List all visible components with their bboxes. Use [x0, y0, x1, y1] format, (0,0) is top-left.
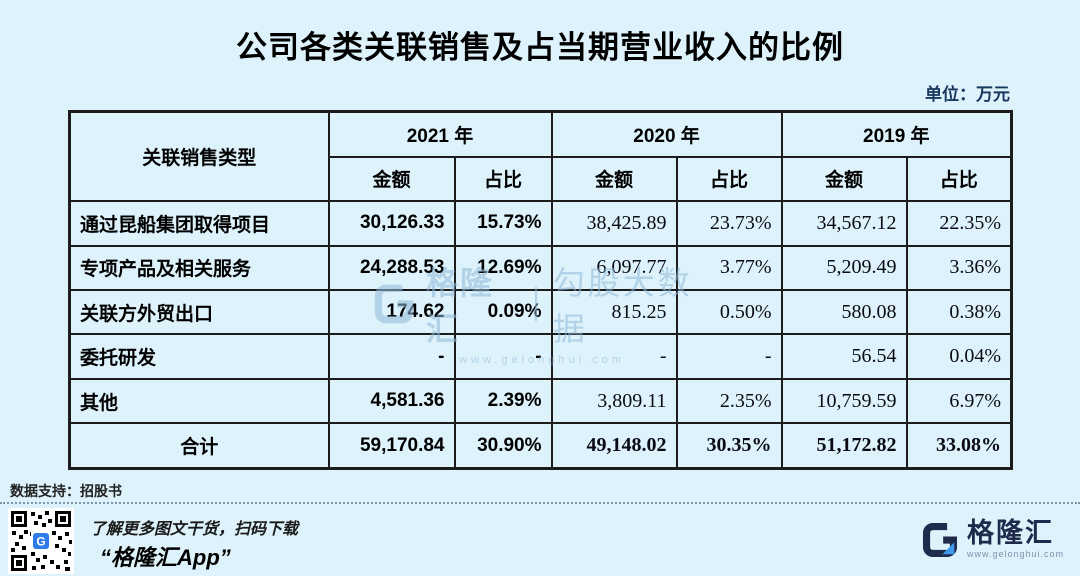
footer-app-name: “格隆汇App” [100, 545, 231, 570]
cell-2021-amount: - [327, 333, 456, 380]
gelonghui-logo-icon [922, 522, 957, 557]
cell-2019-amount: 10,759.59 [780, 377, 908, 425]
subheader-2019-ratio: 占比 [905, 155, 1013, 203]
total-label: 合计 [68, 422, 330, 470]
cell-2020-amount: 815.25 [550, 288, 678, 336]
row-label: 通过昆船集团取得项目 [68, 200, 330, 247]
year-header-2019: 2019 年 [780, 110, 1013, 158]
cell-2021-ratio: 2.39% [453, 377, 553, 425]
cell-2019-ratio: 0.04% [905, 333, 1013, 380]
subheader-2020-ratio: 占比 [675, 155, 783, 203]
table-row: 通过昆船集团取得项目 30,126.33 15.73% 38,425.89 23… [68, 200, 1013, 247]
cell-2020-ratio: 30.35% [675, 422, 783, 470]
row-label: 其他 [68, 377, 330, 425]
unit-label: 单位：万元 [925, 85, 1010, 104]
table-row: 委托研发 - - - - 56.54 0.04% [68, 333, 1013, 380]
cell-2020-ratio: 2.35% [675, 377, 783, 425]
row-label: 委托研发 [68, 333, 330, 380]
table-row: 关联方外贸出口 174.62 0.09% 815.25 0.50% 580.08… [68, 288, 1013, 336]
year-header-2021: 2021 年 [327, 110, 553, 158]
cell-2020-ratio: - [675, 333, 783, 380]
year-header-2020: 2020 年 [550, 110, 783, 158]
cell-2020-amount: 38,425.89 [550, 200, 678, 247]
page-title: 公司各类关联销售及占当期营业收入的比例 [236, 30, 844, 65]
footer-caption-download: 了解更多图文干货，扫码下载 [90, 521, 299, 538]
cell-2019-ratio: 3.36% [905, 244, 1013, 291]
cell-2020-amount: 49,148.02 [550, 422, 678, 470]
cell-2021-amount: 30,126.33 [327, 200, 456, 247]
svg-text:G: G [36, 535, 45, 549]
cell-2021-ratio: 12.69% [453, 244, 553, 291]
table-row: 其他 4,581.36 2.39% 3,809.11 2.35% 10,759.… [68, 377, 1013, 425]
cell-2020-ratio: 0.50% [675, 288, 783, 336]
footer-divider [0, 502, 1080, 504]
table-header-row-subcols: 金额 占比 金额 占比 金额 占比 [70, 155, 1013, 203]
cell-2019-ratio: 6.97% [905, 377, 1013, 425]
cell-2020-amount: 6,097.77 [550, 244, 678, 291]
cell-2021-amount: 4,581.36 [327, 377, 456, 425]
qr-code: G [8, 508, 74, 574]
cell-2021-ratio: - [453, 333, 553, 380]
cell-2019-ratio: 33.08% [905, 422, 1013, 470]
cell-2021-ratio: 15.73% [453, 200, 553, 247]
related-sales-table: 关联销售类型 2021 年 2020 年 2019 年 金额 占比 金额 占比 … [68, 110, 1014, 470]
table-row: 专项产品及相关服务 24,288.53 12.69% 6,097.77 3.77… [68, 244, 1013, 291]
cell-2019-amount: 56.54 [780, 333, 908, 380]
row-label: 专项产品及相关服务 [68, 244, 330, 291]
cell-2021-ratio: 0.09% [453, 288, 553, 336]
subheader-2021-amount: 金额 [327, 155, 456, 203]
cell-2021-amount: 59,170.84 [327, 422, 456, 470]
cell-2021-amount: 174.62 [327, 288, 456, 336]
cell-2021-ratio: 30.90% [453, 422, 553, 470]
subheader-2020-amount: 金额 [550, 155, 678, 203]
cell-2019-amount: 580.08 [780, 288, 908, 336]
cell-2019-amount: 5,209.49 [780, 244, 908, 291]
table-header-row-years: 关联销售类型 2021 年 2020 年 2019 年 [68, 110, 1013, 203]
cell-2019-ratio: 22.35% [905, 200, 1013, 247]
source-note: 数据支持：招股书 [10, 483, 122, 499]
cell-2019-ratio: 0.38% [905, 288, 1013, 336]
cell-2019-amount: 34,567.12 [780, 200, 908, 247]
qr-code-icon: G [8, 508, 74, 574]
brand-url: www.gelonghui.com [966, 549, 1064, 559]
corner-header: 关联销售类型 [68, 110, 330, 203]
brand-name: 格隆汇 [966, 518, 1054, 548]
cell-2021-amount: 24,288.53 [327, 244, 456, 291]
table-total-row: 合计 59,170.84 30.90% 49,148.02 30.35% 51,… [68, 422, 1013, 470]
cell-2019-amount: 51,172.82 [780, 422, 908, 470]
subheader-2019-amount: 金额 [780, 155, 908, 203]
brand-logo: 格隆汇 www.gelonghui.com [921, 520, 1064, 559]
subheader-2021-ratio: 占比 [453, 155, 553, 203]
cell-2020-amount: 3,809.11 [550, 377, 678, 425]
cell-2020-ratio: 3.77% [675, 244, 783, 291]
row-label: 关联方外贸出口 [68, 288, 330, 336]
cell-2020-ratio: 23.73% [675, 200, 783, 247]
cell-2020-amount: - [550, 333, 678, 380]
